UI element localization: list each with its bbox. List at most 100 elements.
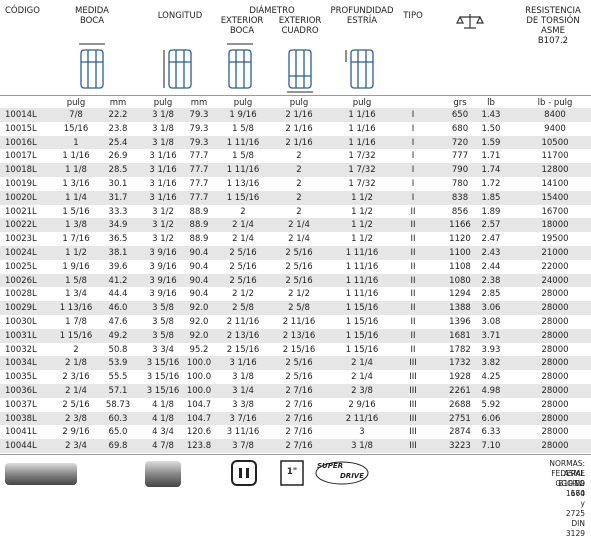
table-cell: 856 <box>451 206 469 217</box>
table-cell: 100.0 <box>186 372 212 383</box>
table-cell: 47.6 <box>108 317 128 327</box>
table-cell: 1 5/8 <box>232 151 254 162</box>
table-cell: 28000 <box>541 317 569 327</box>
table-cell: 11700 <box>541 151 569 162</box>
table-cell: 2261 <box>449 386 471 396</box>
code-cell: 10023L <box>5 234 37 245</box>
table-cell: 4 1/8 <box>152 399 174 410</box>
table-cell: I <box>411 179 415 189</box>
table-cell: 79.3 <box>189 123 209 134</box>
col-header: DIÁMETRO <box>249 6 295 16</box>
code-cell: 10017L <box>5 151 37 162</box>
table-cell: 22.2 <box>108 110 128 120</box>
table-cell: 780 <box>451 179 469 189</box>
table-cell: 60.3 <box>108 413 128 424</box>
table-cell: 2.43 <box>481 248 501 258</box>
table-cell: 2 5/8 <box>288 303 310 314</box>
code-cell: 10044L <box>5 441 37 452</box>
table-cell: II <box>410 220 416 231</box>
table-cell: I <box>411 192 415 203</box>
table-cell: 1 1/16 <box>348 110 376 120</box>
table-cell: 1294 <box>449 289 471 300</box>
table-row: 10023L 1 7/16 36.5 3 1/2 88.9 2 1/4 2 1/4 1 1/2… <box>0 232 591 246</box>
table-cell: 1 15/16 <box>345 344 379 355</box>
table-cell: 2 11/16 <box>226 317 260 327</box>
table-cell: 3.08 <box>481 317 501 327</box>
table-cell: 1 1/16 <box>62 151 90 162</box>
table-cell: 2 1/4 <box>351 358 373 369</box>
table-cell: 3 9/16 <box>149 261 177 272</box>
code-cell: 10020L <box>5 192 37 203</box>
table-cell: 1 1/2 <box>351 234 373 245</box>
table-cell: 2 11/16 <box>345 413 379 424</box>
col-header: EXTERIOR CUADRO <box>278 16 322 36</box>
code-cell: 10030L <box>5 317 37 327</box>
table-cell: 7.10 <box>481 441 501 452</box>
table-cell: 28000 <box>541 344 569 355</box>
header-icons <box>79 14 484 93</box>
table-cell: 2 13/16 <box>226 330 260 341</box>
table-cell: 2 7/16 <box>285 427 313 438</box>
table-cell: 100.0 <box>186 386 212 396</box>
table-cell: 90.4 <box>189 248 209 258</box>
table-cell: 2 5/16 <box>285 275 313 286</box>
table-cell: 2 1/4 <box>232 220 254 231</box>
table-cell: 123.8 <box>186 441 212 452</box>
table-cell: 2 <box>296 165 302 176</box>
table-cell: 1 15/16 <box>345 317 379 327</box>
table-cell: 2 5/16 <box>62 399 90 410</box>
drive-size: 1" <box>286 467 298 477</box>
table-cell: 1 1/2 <box>351 220 373 231</box>
table-cell: 1 5/8 <box>65 275 87 286</box>
code-cell: 10024L <box>5 248 37 258</box>
table-cell: 49.2 <box>108 330 128 341</box>
table-cell: 1 3/16 <box>62 179 90 189</box>
table-cell: 777 <box>451 151 469 162</box>
table-cell: 25.4 <box>108 137 128 148</box>
table-cell: II <box>410 289 416 300</box>
table-cell: 2874 <box>449 427 471 438</box>
table-cell: 2 1/16 <box>285 137 313 148</box>
table-cell: 1388 <box>449 303 471 314</box>
code-cell: 10018L <box>5 165 37 176</box>
table-row: 10028L 1 3/4 44.4 3 9/16 90.4 2 1/2 2 1/2 1 11/… <box>0 287 591 301</box>
code-cell: 10032L <box>5 344 37 355</box>
table-cell: 28000 <box>541 303 569 314</box>
table-cell: 2 9/16 <box>348 399 376 410</box>
table-cell: 2 <box>296 192 302 203</box>
table-cell: 22000 <box>541 261 569 272</box>
table-cell: 28000 <box>541 386 569 396</box>
code-cell: 10026L <box>5 275 37 286</box>
table-cell: I <box>411 110 415 120</box>
code-cell: 10029L <box>5 303 37 314</box>
table-cell: II <box>410 275 416 286</box>
table-cell: 79.3 <box>189 137 209 148</box>
table-cell: 3 3/8 <box>232 399 254 410</box>
table-cell: 1 1/2 <box>351 206 373 217</box>
table-cell: 18000 <box>541 220 569 231</box>
table-cell: 77.7 <box>189 179 209 189</box>
table-cell: I <box>411 123 415 134</box>
code-cell: 10021L <box>5 206 37 217</box>
unit-label: pulg <box>66 98 86 108</box>
table-cell: 79.3 <box>189 110 209 120</box>
table-cell: 2688 <box>449 399 471 410</box>
col-header: TIPO <box>403 11 423 21</box>
table-cell: 28000 <box>541 399 569 410</box>
norma-line: NORMAS: ASME B107.2 <box>549 459 585 488</box>
table-cell: 28.5 <box>108 165 128 176</box>
table-cell: 3 15/16 <box>146 386 180 396</box>
table-cell: 33.3 <box>108 206 128 217</box>
footer-icons <box>5 460 369 487</box>
table-cell: 77.7 <box>189 192 209 203</box>
col-header: EXTERIOR BOCA <box>220 16 264 36</box>
table-cell: II <box>410 330 416 341</box>
table-cell: 1 <box>73 137 79 148</box>
unit-label: pulg <box>352 98 372 108</box>
table-cell: 2 9/16 <box>62 427 90 438</box>
table-cell: 100.0 <box>186 358 212 369</box>
table-cell: 3 9/16 <box>149 275 177 286</box>
col-header: LONGITUD <box>157 11 203 21</box>
code-cell: 10034L <box>5 358 37 369</box>
table-cell: 3 1/8 <box>152 110 174 120</box>
